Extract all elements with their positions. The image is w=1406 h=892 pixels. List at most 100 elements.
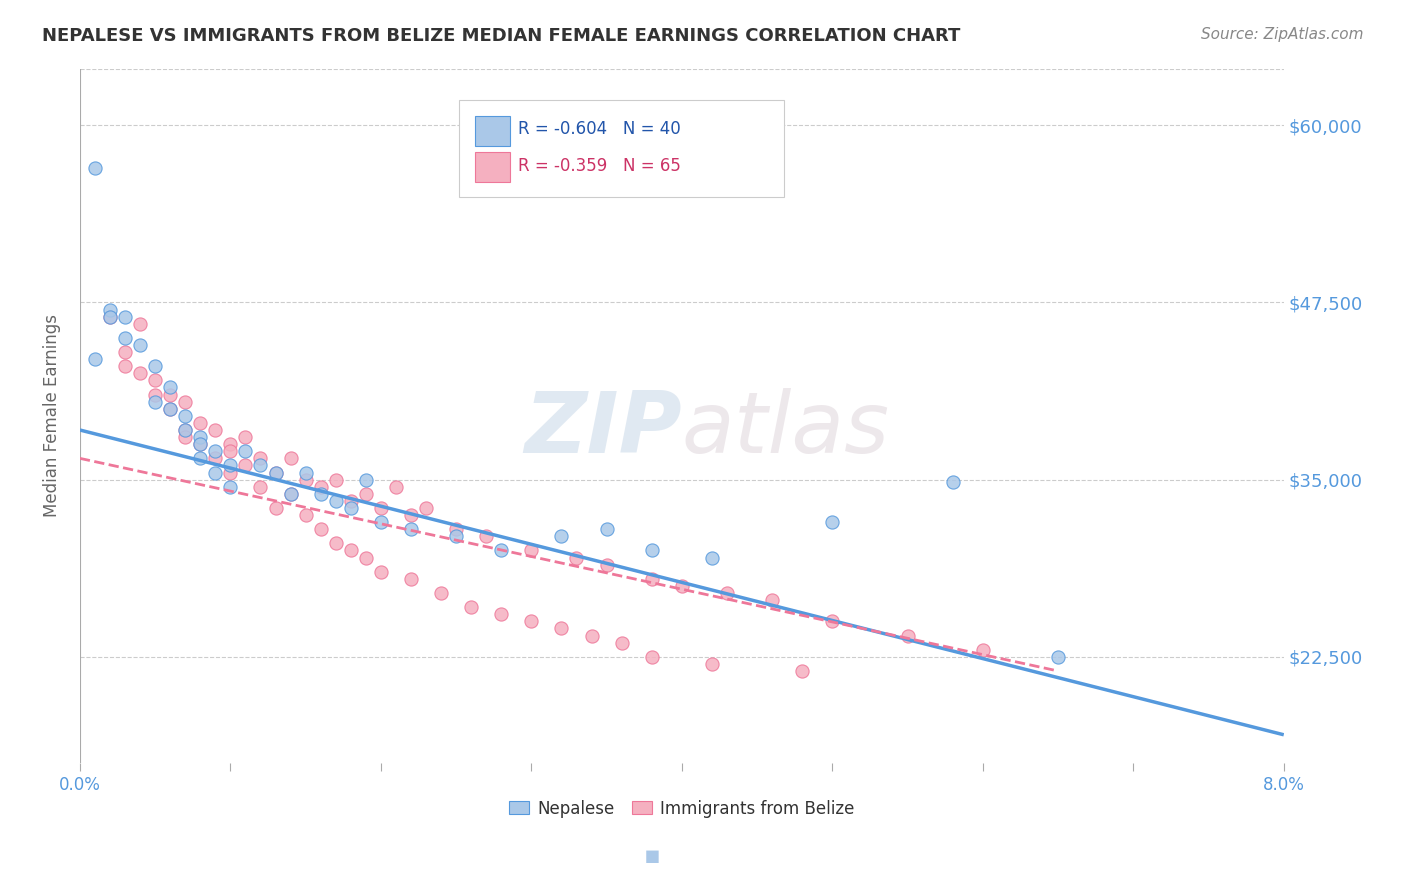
Point (188, 437, 211, 451)
Point (399, 508, 422, 522)
Point (325, 473, 347, 487)
Point (716, 586, 738, 600)
Point (129, 317, 152, 331)
Point (174, 430, 197, 444)
Point (896, 628, 918, 642)
Point (159, 401, 181, 416)
Point (399, 572, 422, 586)
FancyBboxPatch shape (475, 152, 509, 183)
Point (188, 430, 211, 444)
Point (595, 522, 617, 536)
Point (520, 543, 543, 558)
Point (249, 451, 271, 466)
Point (84, 352, 107, 367)
Point (565, 550, 588, 565)
Point (98, 310, 121, 324)
Point (264, 466, 287, 480)
Point (550, 622, 572, 636)
FancyBboxPatch shape (460, 100, 785, 197)
Point (219, 466, 242, 480)
Point (460, 600, 482, 615)
Point (280, 487, 302, 501)
Point (174, 409, 197, 423)
Point (143, 373, 166, 387)
Legend: Nepalese, Immigrants from Belize: Nepalese, Immigrants from Belize (503, 793, 860, 824)
Point (219, 437, 242, 451)
Point (204, 466, 226, 480)
Point (354, 487, 377, 501)
Point (339, 500, 361, 515)
Point (354, 473, 377, 487)
Point (114, 345, 136, 359)
Point (159, 387, 181, 401)
Point (792, 664, 814, 678)
Point (235, 430, 257, 444)
Point (294, 508, 316, 522)
Point (159, 401, 181, 416)
Point (1047, 649, 1070, 664)
Point (219, 458, 242, 473)
Text: NEPALESE VS IMMIGRANTS FROM BELIZE MEDIAN FEMALE EARNINGS CORRELATION CHART: NEPALESE VS IMMIGRANTS FROM BELIZE MEDIA… (42, 27, 960, 45)
Point (294, 466, 316, 480)
Point (219, 444, 242, 458)
Point (430, 586, 453, 600)
Point (309, 480, 332, 494)
Point (235, 458, 257, 473)
Point (174, 423, 197, 437)
Text: Source: ZipAtlas.com: Source: ZipAtlas.com (1201, 27, 1364, 42)
Point (370, 515, 392, 529)
Point (98, 310, 121, 324)
Point (325, 494, 347, 508)
Point (98, 302, 121, 317)
Point (174, 423, 197, 437)
Point (475, 529, 498, 543)
Point (370, 565, 392, 579)
Point (84, 161, 107, 175)
Point (204, 423, 226, 437)
Point (219, 480, 242, 494)
Point (280, 451, 302, 466)
Point (370, 500, 392, 515)
Point (249, 480, 271, 494)
Point (235, 444, 257, 458)
Point (325, 536, 347, 550)
Point (174, 394, 197, 409)
Point (671, 579, 693, 593)
Point (264, 466, 287, 480)
Point (249, 458, 271, 473)
FancyBboxPatch shape (475, 116, 509, 146)
Point (294, 473, 316, 487)
Point (489, 543, 512, 558)
Point (821, 515, 844, 529)
Text: R = -0.604   N = 40: R = -0.604 N = 40 (517, 120, 681, 138)
Text: atlas: atlas (682, 388, 890, 471)
Point (641, 572, 664, 586)
Point (339, 494, 361, 508)
Point (641, 543, 664, 558)
Point (129, 366, 152, 380)
Point (143, 394, 166, 409)
Y-axis label: Median Female Earnings: Median Female Earnings (44, 314, 60, 517)
Point (444, 522, 467, 536)
Point (204, 451, 226, 466)
Point (188, 416, 211, 430)
Point (942, 475, 965, 490)
Text: R = -0.359   N = 65: R = -0.359 N = 65 (517, 157, 681, 175)
Point (415, 500, 437, 515)
Point (204, 444, 226, 458)
Point (188, 437, 211, 451)
Point (309, 522, 332, 536)
Point (761, 593, 783, 607)
Point (339, 543, 361, 558)
Point (700, 550, 723, 565)
Point (821, 615, 844, 629)
Text: ▪: ▪ (644, 845, 661, 868)
Point (641, 649, 664, 664)
Point (114, 310, 136, 324)
Point (520, 615, 543, 629)
Point (550, 529, 572, 543)
Point (143, 387, 166, 401)
Point (595, 558, 617, 572)
Text: ZIP: ZIP (524, 388, 682, 471)
Point (114, 331, 136, 345)
